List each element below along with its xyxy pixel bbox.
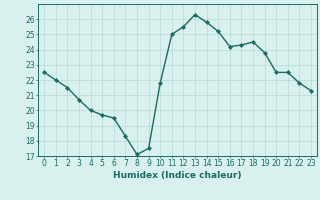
X-axis label: Humidex (Indice chaleur): Humidex (Indice chaleur) [113,171,242,180]
